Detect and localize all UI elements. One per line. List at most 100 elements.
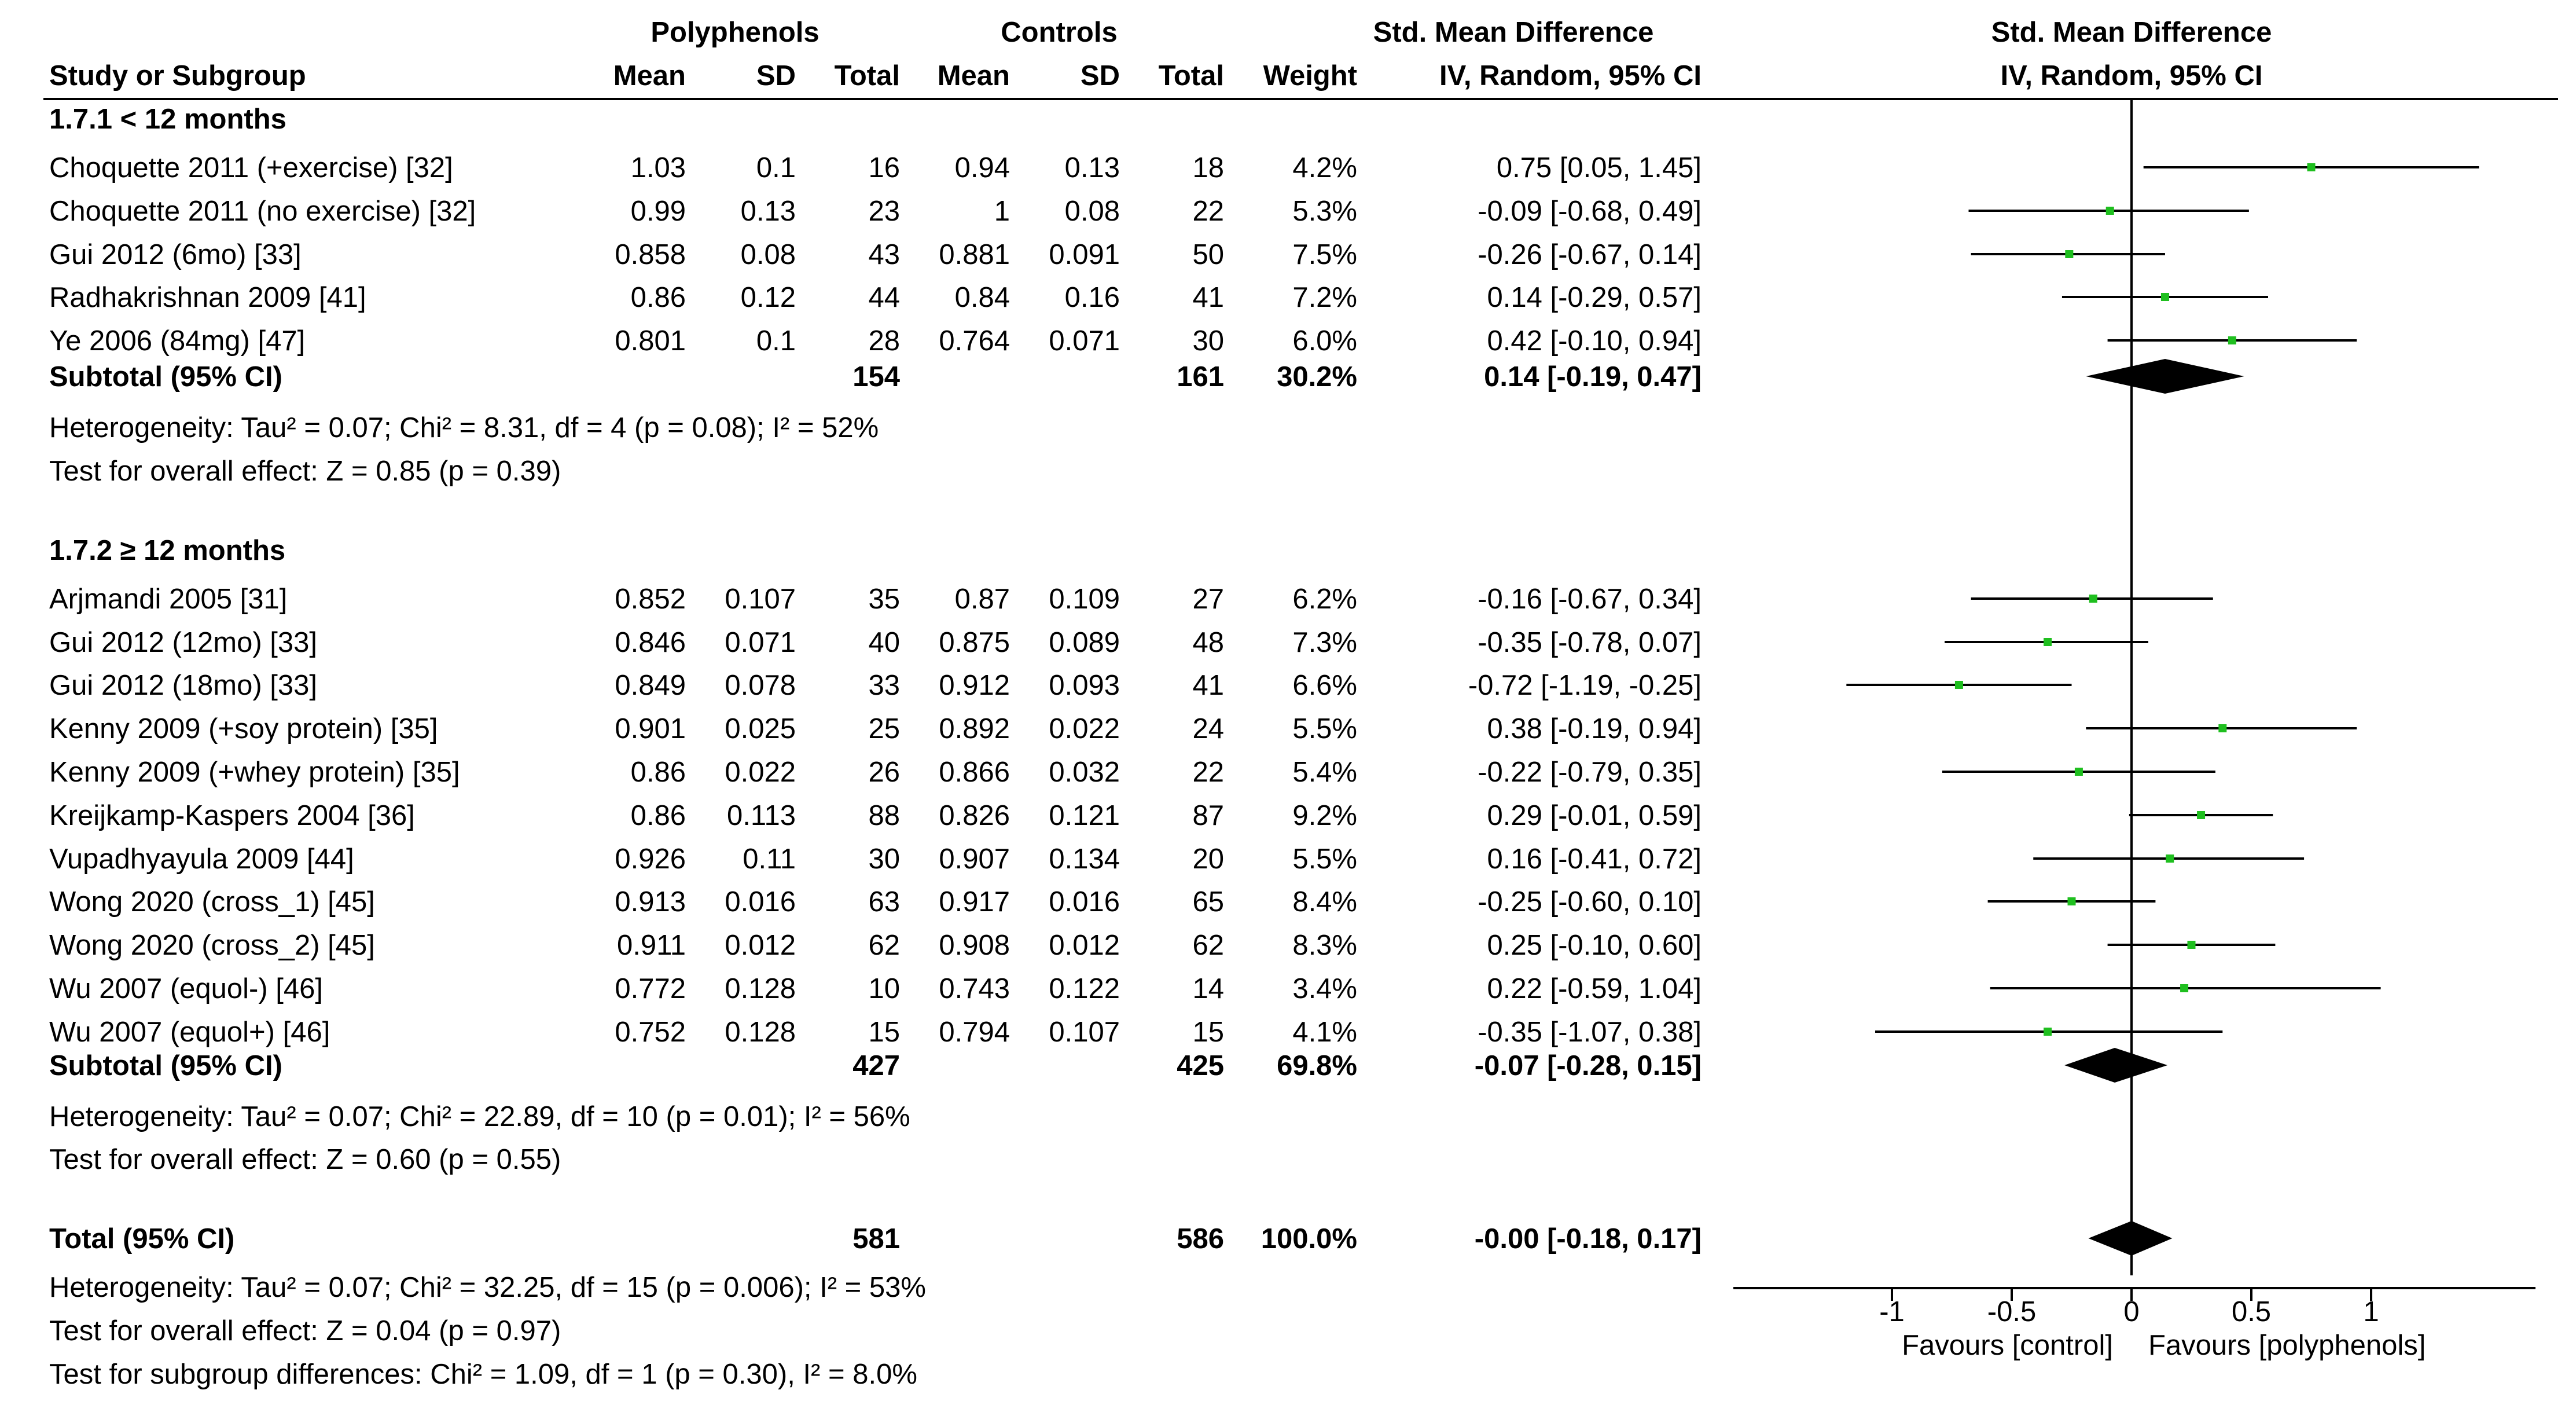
weight: 7.5% xyxy=(1292,239,1357,270)
subtotal-ci-text: 0.14 [-0.19, 0.47] xyxy=(1484,361,1702,393)
weight: 6.2% xyxy=(1292,584,1357,615)
c-mean: 0.826 xyxy=(939,800,1010,831)
x-tick-label: 0 xyxy=(2123,1296,2139,1327)
p-total: 15 xyxy=(868,1017,900,1048)
ci-text: 0.22 [-0.59, 1.04] xyxy=(1487,973,1702,1004)
ci-text: -0.35 [-1.07, 0.38] xyxy=(1478,1017,1702,1048)
total-c-total: 586 xyxy=(1177,1223,1224,1255)
c-sd: 0.134 xyxy=(1049,843,1120,875)
p-total: 33 xyxy=(868,670,900,701)
total-overall-effect-text: Test for overall effect: Z = 0.04 (p = 0… xyxy=(49,1315,561,1347)
c-total: 65 xyxy=(1192,886,1224,918)
weight: 8.3% xyxy=(1292,930,1357,961)
c-total: 30 xyxy=(1192,325,1224,357)
c-mean: 0.87 xyxy=(955,584,1010,615)
study-name: Ye 2006 (84mg) [47] xyxy=(49,325,305,357)
favours-polyphenols-label: Favours [polyphenols] xyxy=(2148,1330,2426,1361)
c-mean: 0.875 xyxy=(939,627,1010,658)
study-name: Wong 2020 (cross_2) [45] xyxy=(49,930,375,961)
ci-text: 0.25 [-0.10, 0.60] xyxy=(1487,930,1702,961)
p-total: 16 xyxy=(868,152,900,184)
study-name: Gui 2012 (6mo) [33] xyxy=(49,239,302,270)
c-mean: 0.866 xyxy=(939,757,1010,788)
point-estimate xyxy=(2228,336,2236,344)
header-study: Study or Subgroup xyxy=(49,60,306,91)
c-sd: 0.093 xyxy=(1049,670,1120,701)
point-estimate xyxy=(2105,207,2114,215)
subtotal-p-total: 427 xyxy=(852,1050,900,1081)
c-sd: 0.109 xyxy=(1049,584,1120,615)
header-p-mean: Mean xyxy=(613,60,686,91)
c-sd: 0.16 xyxy=(1065,282,1120,313)
p-total: 40 xyxy=(868,627,900,658)
study-name: Kenny 2009 (+whey protein) [35] xyxy=(49,757,460,788)
x-tick-label: 0.5 xyxy=(2232,1296,2271,1327)
c-sd: 0.012 xyxy=(1049,930,1120,961)
study-name: Wu 2007 (equol+) [46] xyxy=(49,1017,330,1048)
ci-text: -0.16 [-0.67, 0.34] xyxy=(1478,584,1702,615)
subtotal-p-total: 154 xyxy=(852,361,900,393)
header-method-table: IV, Random, 95% CI xyxy=(1439,60,1702,91)
point-estimate xyxy=(1954,681,1963,689)
ci-text: -0.22 [-0.79, 0.35] xyxy=(1478,757,1702,788)
x-tick-label: -0.5 xyxy=(1987,1296,2036,1327)
subtotal-weight: 30.2% xyxy=(1277,361,1357,393)
point-estimate xyxy=(2065,250,2074,258)
c-sd: 0.122 xyxy=(1049,973,1120,1004)
p-mean: 0.901 xyxy=(615,713,686,744)
point-estimate xyxy=(2166,854,2174,863)
c-mean: 0.907 xyxy=(939,843,1010,875)
overall-effect-text: Test for overall effect: Z = 0.85 (p = 0… xyxy=(49,456,561,487)
header-c-sd: SD xyxy=(1081,60,1120,91)
weight: 5.5% xyxy=(1292,713,1357,744)
p-mean: 1.03 xyxy=(631,152,686,184)
p-mean: 0.849 xyxy=(615,670,686,701)
total-heterogeneity-text: Heterogeneity: Tau² = 0.07; Chi² = 32.25… xyxy=(49,1272,926,1303)
weight: 7.3% xyxy=(1292,627,1357,658)
weight: 7.2% xyxy=(1292,282,1357,313)
p-sd: 0.1 xyxy=(756,325,796,357)
p-sd: 0.13 xyxy=(741,196,796,227)
point-estimate xyxy=(2307,163,2316,171)
x-tick-label: -1 xyxy=(1879,1296,1905,1327)
c-total: 24 xyxy=(1192,713,1224,744)
point-estimate xyxy=(2074,768,2083,776)
total-ci-text: -0.00 [-0.18, 0.17] xyxy=(1475,1223,1702,1255)
header-smd-table: Std. Mean Difference xyxy=(1373,17,1654,48)
study-name: Gui 2012 (12mo) [33] xyxy=(49,627,317,658)
ci-text: 0.42 [-0.10, 0.94] xyxy=(1487,325,1702,357)
header-p-sd: SD xyxy=(756,60,796,91)
weight: 4.1% xyxy=(1292,1017,1357,1048)
p-mean: 0.913 xyxy=(615,886,686,918)
p-sd: 0.11 xyxy=(743,843,796,875)
subtotal-ci-text: -0.07 [-0.28, 0.15] xyxy=(1475,1050,1702,1081)
point-estimate xyxy=(2197,811,2206,819)
p-sd: 0.12 xyxy=(741,282,796,313)
c-sd: 0.032 xyxy=(1049,757,1120,788)
study-name: Wong 2020 (cross_1) [45] xyxy=(49,886,375,918)
total-weight: 100.0% xyxy=(1261,1223,1357,1255)
ci-text: 0.14 [-0.29, 0.57] xyxy=(1487,282,1702,313)
c-total: 22 xyxy=(1192,757,1224,788)
point-estimate xyxy=(2044,1028,2052,1036)
header-p-total: Total xyxy=(835,60,900,91)
c-sd: 0.08 xyxy=(1065,196,1120,227)
c-total: 41 xyxy=(1192,282,1224,313)
c-total: 27 xyxy=(1192,584,1224,615)
weight: 8.4% xyxy=(1292,886,1357,918)
weight: 9.2% xyxy=(1292,800,1357,831)
subtotal-weight: 69.8% xyxy=(1277,1050,1357,1081)
subtotal-diamond xyxy=(2086,359,2244,394)
p-sd: 0.128 xyxy=(725,973,796,1004)
c-total: 41 xyxy=(1192,670,1224,701)
c-sd: 0.016 xyxy=(1049,886,1120,918)
c-total: 48 xyxy=(1192,627,1224,658)
c-sd: 0.071 xyxy=(1049,325,1120,357)
p-total: 44 xyxy=(868,282,900,313)
c-total: 87 xyxy=(1192,800,1224,831)
p-sd: 0.071 xyxy=(725,627,796,658)
p-mean: 0.752 xyxy=(615,1017,686,1048)
point-estimate xyxy=(2089,595,2097,603)
p-sd: 0.1 xyxy=(756,152,796,184)
